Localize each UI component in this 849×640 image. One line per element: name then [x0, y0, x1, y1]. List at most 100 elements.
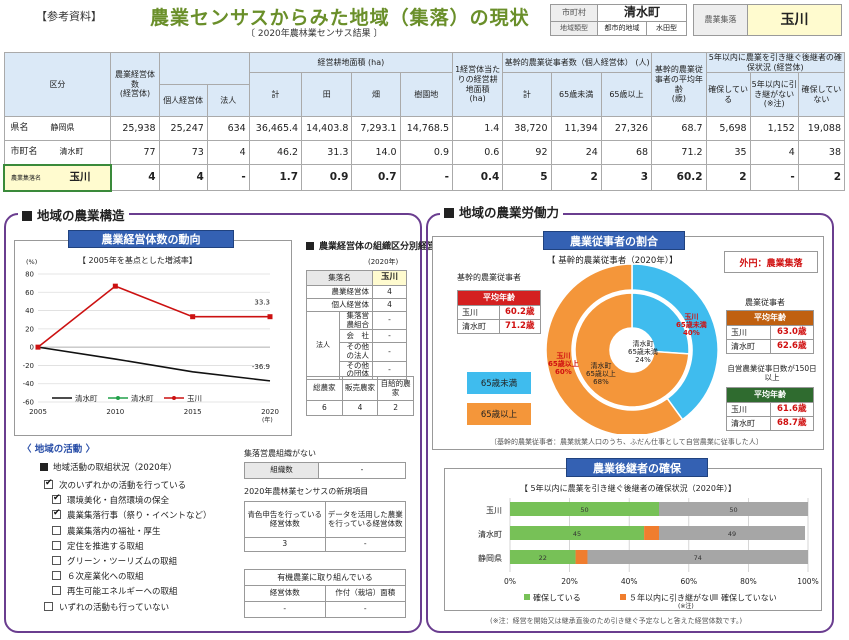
y-unit-label: (%) — [26, 258, 37, 266]
legend-label: 玉川 — [187, 394, 202, 403]
checkbox[interactable] — [52, 556, 61, 565]
annotation-label: -36.9 — [252, 363, 270, 371]
legend-swatch — [712, 594, 718, 600]
h-age: 基幹的農業従事者の平均年齢 (歳) — [651, 51, 707, 118]
series-point — [35, 344, 41, 350]
value-cell: 73 — [158, 140, 208, 166]
value-cell: 4 — [158, 164, 208, 192]
x-unit-label: (年) — [262, 416, 273, 424]
value-cell: - — [399, 164, 454, 192]
org-row-label: その他の法人 — [339, 342, 373, 362]
value-cell: 38,720 — [502, 116, 552, 142]
category-label: 清水町 — [478, 529, 502, 539]
table-row: 県名 静岡県 25,938 25,247 634 36,465.4 14,403.8 7,2… — [3, 116, 846, 142]
household-type-v: 6 — [306, 400, 343, 416]
corp-group-label: 法人 — [306, 311, 340, 380]
value-cell: 46.2 — [248, 140, 303, 166]
no-farming-org-label: 集落営農組織がない — [244, 449, 316, 458]
h-workers: 基幹的農業従事者数（個人経営体） (人) — [502, 51, 653, 74]
avg-name: 清水町 — [457, 319, 500, 334]
checkbox[interactable] — [44, 478, 53, 489]
labor-frame — [426, 213, 834, 633]
value-cell: 92 — [502, 140, 552, 166]
value-cell: 1.4 — [451, 116, 504, 142]
x-tick-label: 20% — [561, 577, 578, 586]
annotation-label: 33.3 — [254, 299, 270, 307]
x-tick-label: 2015 — [184, 408, 202, 416]
avg-value: 62.6歳 — [769, 339, 814, 354]
checkbox[interactable] — [52, 508, 61, 520]
activity-label: 環境美化・自然環境の保全 — [67, 496, 170, 507]
h-field: 畑 — [351, 72, 401, 118]
legend-over65: 65歳以上 — [467, 403, 531, 425]
avg-value: 63.0歳 — [769, 325, 814, 340]
outer-circle-note: 外円：農業集落 — [724, 251, 818, 273]
y-tick-label: 60 — [25, 289, 34, 297]
activity-label: グリーン・ツーリズムの取組 — [67, 557, 178, 567]
new-items-table: 青色申告を行っている経営体数 データを活用した農業を行っている経営体数 3- — [244, 501, 406, 552]
legend-swatch — [620, 594, 626, 600]
x-tick-label: 80% — [740, 577, 757, 586]
worker-avg-table: 平均年齢 玉川 63.0歳 清水町 62.6歳 — [726, 310, 814, 354]
category-label: 玉川 — [486, 506, 502, 515]
h-region: 区分 — [3, 51, 112, 118]
organic-area-h: 作付（栽培）面積 — [324, 585, 406, 602]
series-line-shimizu — [37, 346, 271, 382]
household-type-h: 販売農家 — [341, 376, 379, 401]
trend-chart: (%) -60 -40 -20 0 20 40 60 80 2005 2010 2015 2020(年)… — [23, 258, 279, 424]
activity-label: 農業集落内の福祉・厚生 — [67, 526, 161, 537]
org-table-year: (2020年) — [368, 258, 399, 266]
farm-household-table: 総農家 販売農家 自給的農家 6 4 2 — [306, 376, 414, 416]
org-count-h: 組織数 — [244, 462, 319, 479]
value-cell: 5 — [502, 164, 552, 192]
new-items-label: 2020年農林業センサスの新規項目 — [244, 487, 369, 496]
table-row: 市町名 清水町 77 73 4 46.2 31.3 14.0 0.9 0.6 92 24 68 71.2… — [3, 140, 846, 166]
checkbox[interactable] — [52, 571, 61, 581]
checkbox[interactable] — [52, 525, 61, 535]
value-cell: 0.7 — [351, 164, 401, 192]
y-tick-label: 0 — [30, 344, 34, 352]
value-cell: 0.9 — [301, 164, 353, 192]
x-tick-label: 0% — [504, 577, 516, 586]
value-cell: 7,293.1 — [351, 116, 401, 142]
trend-chart-subtitle: 【 2005年を基点とした増減率】 — [78, 256, 197, 265]
outer-slice-over65 — [545, 263, 684, 434]
org-row-label: 個人経営体 — [306, 298, 373, 312]
checkbox[interactable] — [52, 586, 61, 596]
org-row-label: 集落営農組合 — [339, 310, 373, 331]
legend-label: 清水町 — [75, 393, 98, 403]
value-cell: 3 — [600, 164, 653, 192]
days-avg-table: 平均年齢 玉川 61.6歳 清水町 68.7歳 — [726, 387, 814, 431]
inner-o65-label: 清水町 65歳以上 68% — [586, 362, 616, 387]
value-cell: 68 — [600, 140, 653, 166]
structure-section-title: 地域の農業構造 — [18, 205, 129, 224]
value-cell: 1,152 — [749, 116, 799, 142]
bar-segment — [510, 502, 659, 516]
page-title: 農業センサスからみた地域（集落）の現状 — [150, 7, 530, 29]
checkbox[interactable] — [44, 601, 53, 611]
value-cell: 0.9 — [399, 140, 454, 166]
activity-label: 農業集落行事（祭り・イベントなど） — [67, 511, 212, 522]
checkbox[interactable] — [52, 540, 61, 550]
org-row-label: 農業経営体 — [306, 285, 373, 299]
checkbox[interactable] — [52, 493, 61, 505]
value-cell: 19,088 — [797, 116, 846, 142]
bar-segment — [644, 526, 659, 540]
h-rice: 田 — [301, 72, 353, 118]
succ-bar-chart: 0% 20% 40% 60% 80% 100% 玉川 50 50 清水町 45 49 静岡県 22 74 確保… — [478, 498, 819, 610]
h-workers-total: 計 — [502, 72, 552, 118]
activity-item: グリーン・ツーリズムの取組 — [52, 555, 177, 567]
settlement-label: 農業集落 — [693, 4, 748, 36]
value-cell: 4 — [749, 140, 799, 166]
h-succ-secured: 確保している — [705, 72, 751, 118]
ratio-subtitle: 【 基幹的農業従事者（2020年）】 — [547, 256, 678, 266]
settlement-value: 玉川 — [747, 4, 842, 36]
value-cell: 4 — [206, 140, 250, 166]
activity-label: ６次産業化への取組 — [67, 572, 144, 583]
avg-value: 71.2歳 — [498, 319, 541, 334]
succ-title: 農業後継者の確保 — [566, 458, 708, 477]
days-label: 自営農業従事日数が150日以上 — [727, 364, 817, 383]
org-table: 集落名 玉川 農業経営体 4 個人経営体 4 法人 集落営農組合 - 会 社 - その他の法人 - その他… — [306, 270, 407, 380]
value-cell: 25,938 — [110, 116, 160, 142]
org-row-label: 会 社 — [339, 329, 373, 344]
